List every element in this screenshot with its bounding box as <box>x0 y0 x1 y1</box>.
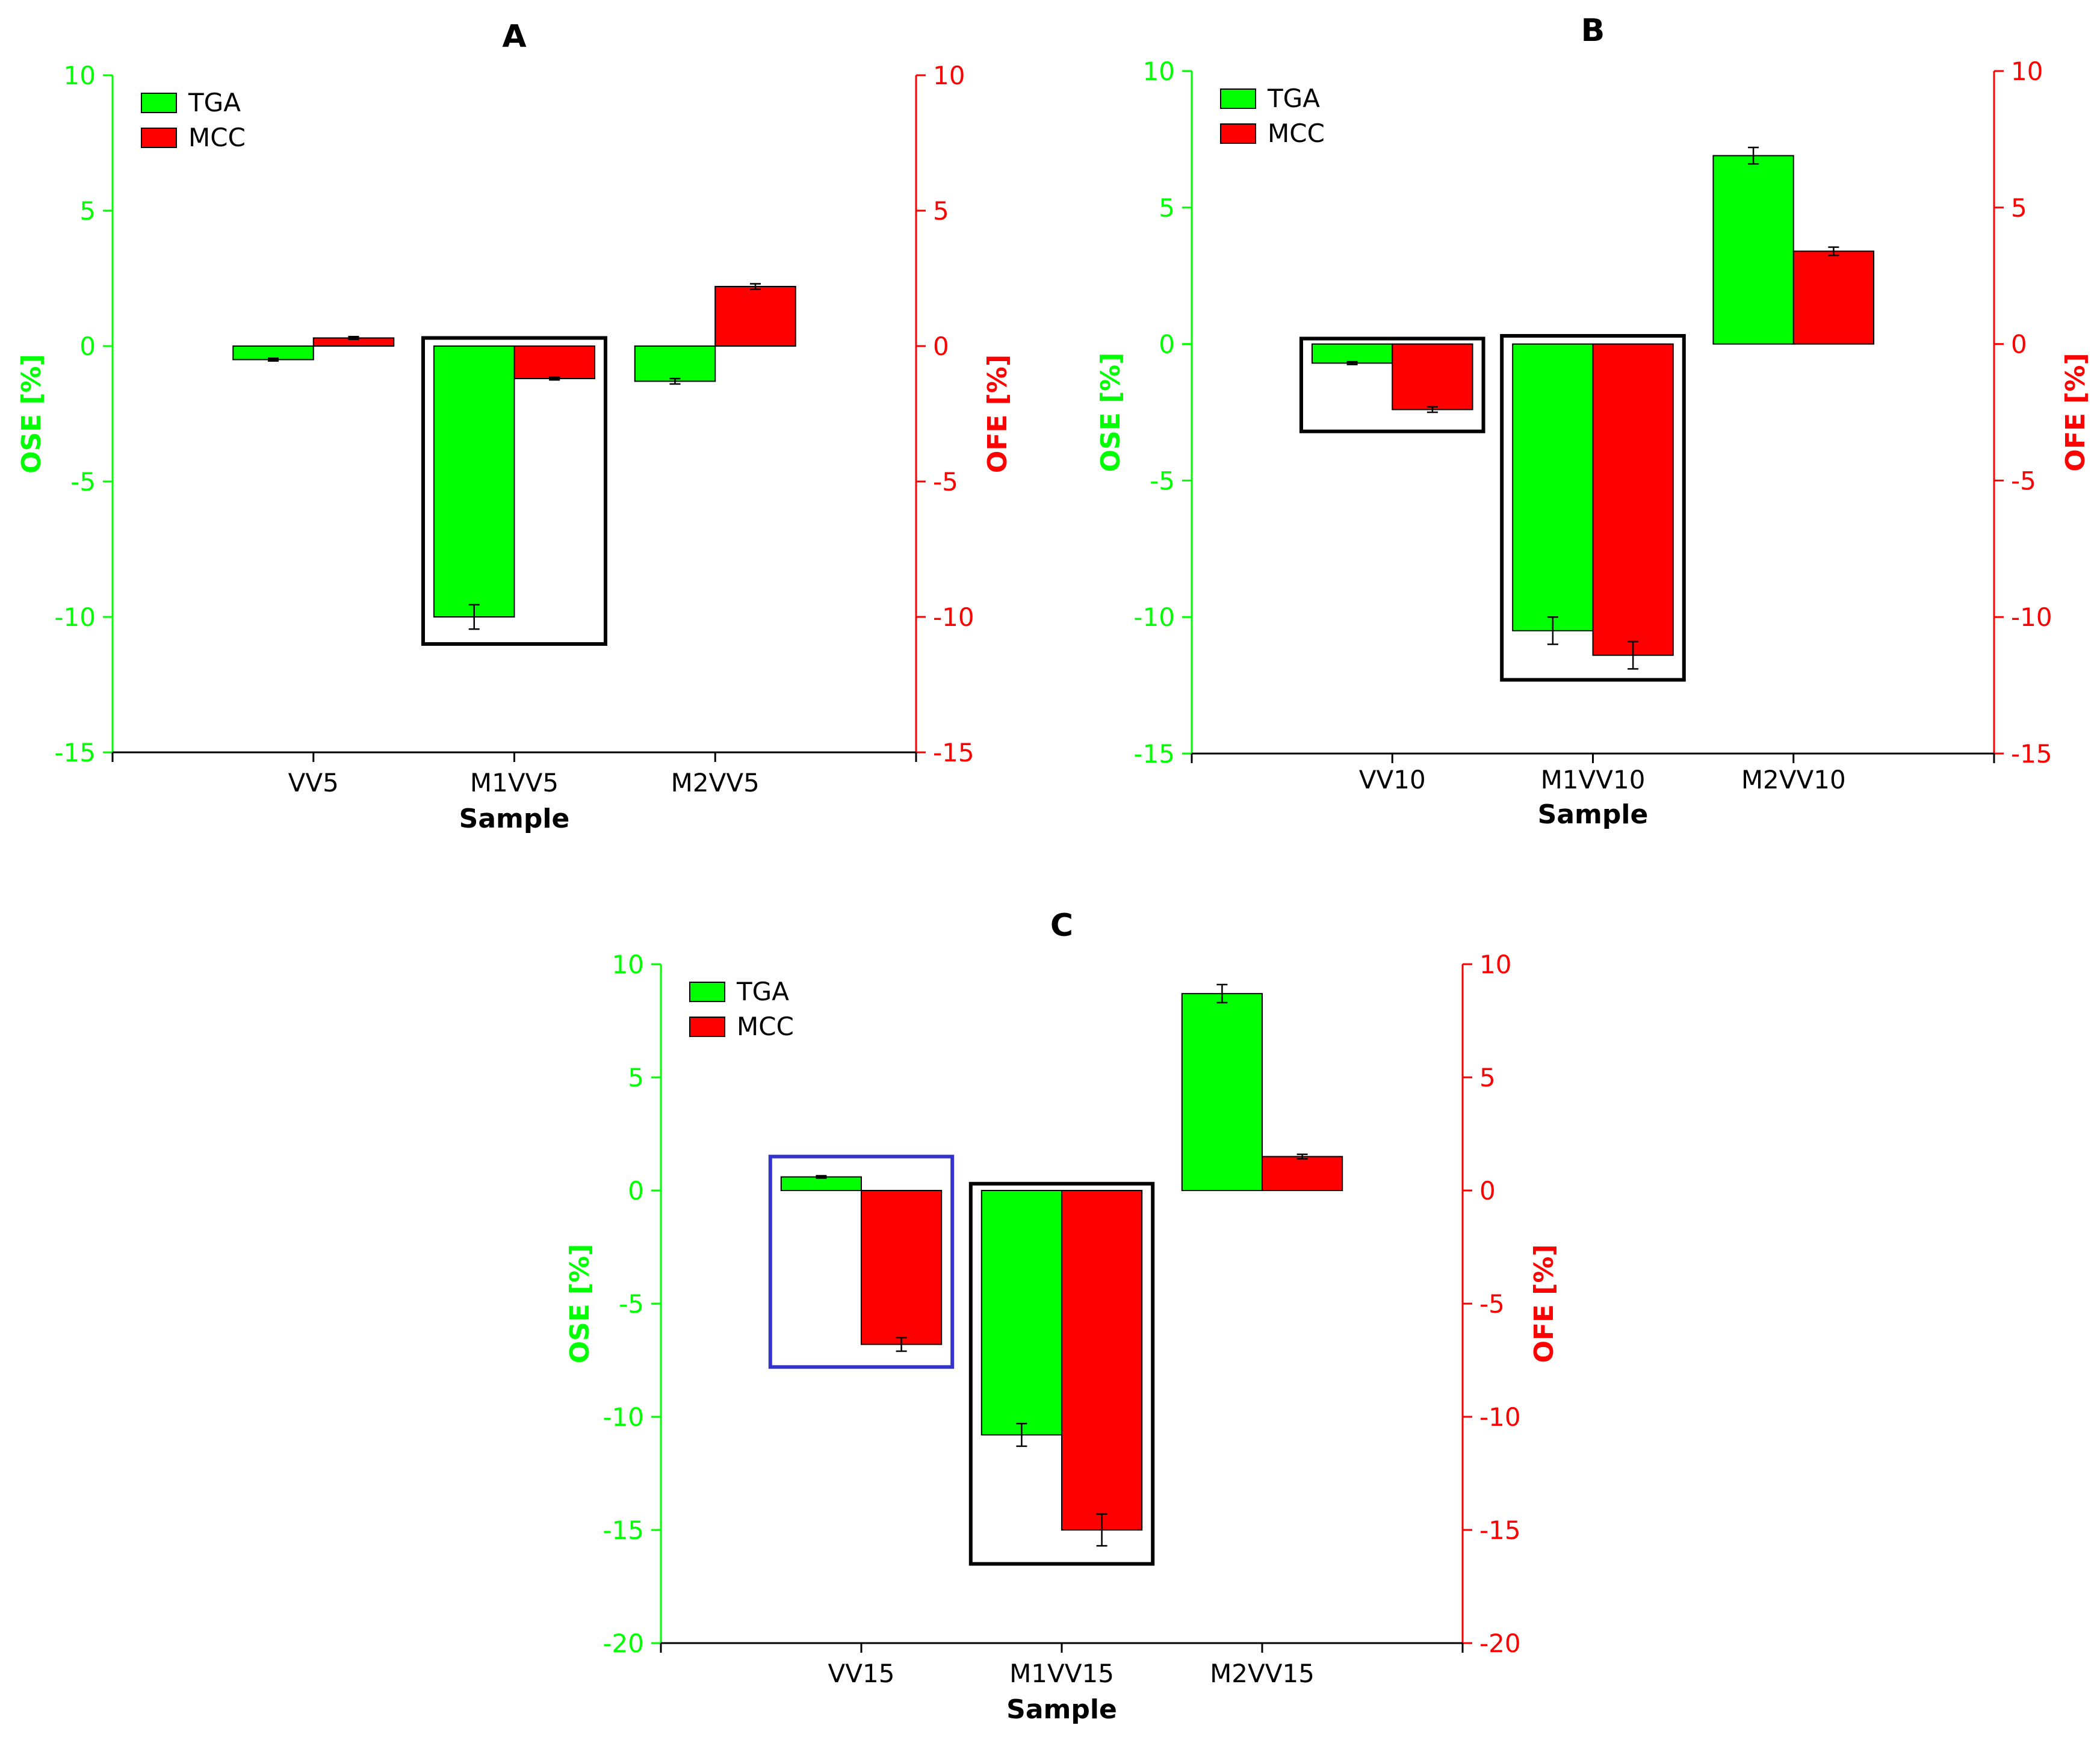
highlight-box <box>1299 336 1485 433</box>
panel-title: C <box>1050 908 1073 944</box>
y-left-axis-title: OSE [%] <box>1095 353 1126 472</box>
highlight-box <box>1500 333 1686 682</box>
right-tick-label: -15 <box>933 738 974 767</box>
panel-b: B 10 10 5 5 0 0 -5 -5 -10 -10 -15 -15 OSE [%] OFE [%] S… <box>1095 13 2091 830</box>
x-tick-label: M1VV15 <box>1009 1659 1114 1688</box>
bar-mcc <box>1061 1190 1143 1531</box>
x-tick-label: VV5 <box>288 768 339 797</box>
left-tick-label: 10 <box>64 61 96 90</box>
bar-mcc <box>513 345 595 379</box>
x-tick-label: M2VV5 <box>671 768 760 797</box>
highlight-box <box>768 1154 955 1369</box>
bar-mcc <box>1792 250 1875 345</box>
bar-tga <box>634 345 716 382</box>
bar-tga <box>1512 343 1594 631</box>
bar-tga <box>980 1190 1063 1436</box>
panel-a: A 10 10 5 5 0 0 -5 -5 -10 -10 -15 -15 OSE [%] OFE [%] S… <box>16 19 1013 834</box>
left-tick-label: 10 <box>612 950 644 979</box>
left-tick-label: -5 <box>70 467 96 497</box>
legend-label: MCC <box>188 123 246 152</box>
left-tick-label: 5 <box>79 196 96 226</box>
bar-tga <box>1311 343 1393 364</box>
y-right-axis-title: OFE [%] <box>2060 353 2091 471</box>
right-tick-label: 0 <box>933 332 949 361</box>
x-axis-title: Sample <box>459 803 570 834</box>
x-tick-label: M2VV10 <box>1741 765 1846 794</box>
highlight-box <box>968 1181 1155 1566</box>
right-tick-label: -5 <box>1479 1289 1505 1319</box>
left-tick-label: 0 <box>1159 330 1175 359</box>
right-tick-label: 10 <box>1479 950 1511 979</box>
bar-mcc <box>714 286 796 347</box>
left-tick-label: 5 <box>628 1063 644 1092</box>
bar-mcc <box>861 1190 943 1345</box>
y-left-axis-title: OSE [%] <box>16 354 47 474</box>
right-tick-label: -5 <box>2011 466 2036 495</box>
left-tick-label: 10 <box>1143 57 1175 86</box>
right-tick-label: 10 <box>2011 57 2043 86</box>
right-tick-label: -5 <box>933 467 958 497</box>
right-tick-label: -10 <box>2011 602 2052 632</box>
x-tick-label: M1VV10 <box>1541 765 1646 794</box>
right-tick-label: -10 <box>933 602 974 632</box>
x-tick-label: VV10 <box>1359 765 1426 794</box>
left-tick-label: -15 <box>54 738 96 767</box>
bar-mcc <box>1262 1156 1343 1191</box>
y-left-axis-title: OSE [%] <box>565 1244 595 1364</box>
y-right-axis-title: OFE [%] <box>982 354 1013 473</box>
bar-tga <box>1181 992 1263 1191</box>
right-tick-label: 5 <box>933 196 949 226</box>
legend-swatch-tga <box>689 982 725 1002</box>
left-tick-label: 0 <box>628 1176 644 1206</box>
right-tick-label: -15 <box>2011 739 2052 769</box>
legend-label: MCC <box>1268 119 1325 148</box>
legend-label: MCC <box>737 1012 794 1041</box>
x-tick-label: M1VV5 <box>470 768 559 797</box>
legend-swatch-tga <box>1220 88 1256 109</box>
left-tick-label: 0 <box>79 332 96 361</box>
panel-c: C 10 10 5 5 0 0 -5 -5 -10 -10 -15 -15 -20 -20 OSE [%] OF… <box>565 908 1560 1725</box>
right-tick-label: 5 <box>1479 1063 1496 1092</box>
right-tick-label: -20 <box>1479 1629 1521 1658</box>
bar-mcc <box>1592 343 1674 656</box>
left-tick-label: -15 <box>602 1515 644 1545</box>
x-tick-label: M2VV15 <box>1210 1659 1315 1688</box>
left-tick-label: -10 <box>1133 602 1175 632</box>
panel-title: A <box>502 19 526 55</box>
right-tick-label: -10 <box>1479 1402 1521 1432</box>
right-tick-label: 0 <box>2011 330 2027 359</box>
bar-mcc <box>1392 343 1473 410</box>
left-tick-label: -15 <box>1133 739 1175 769</box>
left-tick-label: -5 <box>619 1289 644 1319</box>
left-tick-label: -10 <box>602 1402 644 1432</box>
right-tick-label: 10 <box>933 61 965 90</box>
left-tick-label: -20 <box>602 1629 644 1658</box>
legend-swatch-mcc <box>1220 123 1256 144</box>
legend-swatch-mcc <box>689 1017 725 1037</box>
bar-tga <box>780 1176 863 1191</box>
legend-label: TGA <box>736 977 789 1006</box>
bar-tga <box>433 345 515 618</box>
right-tick-label: 5 <box>2011 193 2027 223</box>
x-axis-title: Sample <box>1538 799 1649 830</box>
x-axis-title: Sample <box>1006 1694 1117 1725</box>
legend-label: TGA <box>188 88 241 117</box>
highlight-box <box>421 336 607 646</box>
legend-swatch-mcc <box>141 128 177 148</box>
bar-tga <box>1712 155 1794 345</box>
y-right-axis-title: OFE [%] <box>1529 1244 1560 1363</box>
x-tick-label: VV15 <box>828 1659 895 1688</box>
legend-label: TGA <box>1267 84 1320 113</box>
left-tick-label: -10 <box>54 602 96 632</box>
right-tick-label: -15 <box>1479 1515 1521 1545</box>
legend-swatch-tga <box>141 93 177 113</box>
right-tick-label: 0 <box>1479 1176 1496 1206</box>
left-tick-label: 5 <box>1159 193 1175 223</box>
panel-title: B <box>1581 13 1605 49</box>
left-tick-label: -5 <box>1150 466 1175 495</box>
